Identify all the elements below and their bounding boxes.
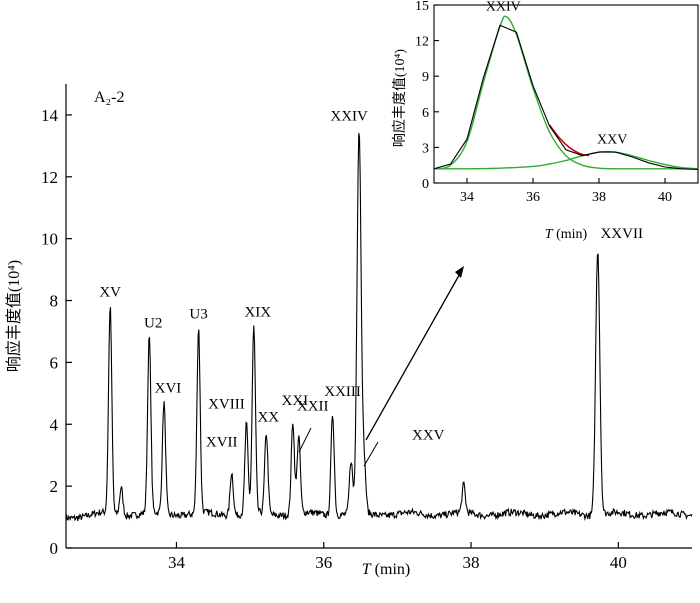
main-y-axis-label: 响应丰度值(10⁴): [4, 260, 23, 372]
main-x-axis-label: T (min): [362, 561, 410, 578]
peak-label: XXVII: [600, 226, 643, 242]
peak-label: XXI: [281, 393, 308, 409]
inset-y-tick-label: 12: [415, 35, 429, 50]
sample-label: A₂-2: [94, 89, 124, 106]
inset-x-axis-unit: (min): [553, 227, 588, 242]
peak-label: XXII: [297, 399, 329, 415]
inset-x-axis-var: T: [545, 227, 554, 242]
inset-x-tick-label: 38: [592, 190, 606, 205]
inset-fit-curve-xxiv: [433, 15, 698, 170]
peak-label: XIX: [244, 304, 271, 320]
inset-peak-label: XXV: [597, 132, 627, 147]
inset-peak-label: XXIV: [486, 0, 521, 14]
arrow-head-icon: [455, 266, 464, 278]
inset-pointer-arrow: [365, 269, 463, 441]
x-tick-label: 34: [168, 553, 186, 572]
main-x-axis-var: T: [362, 561, 372, 578]
main-chromatogram-line: [65, 133, 693, 522]
x-tick-label: 38: [463, 553, 480, 572]
peak-label: U2: [144, 316, 162, 332]
inset-measured-trace: [433, 24, 699, 170]
x-tick-label: 36: [315, 553, 332, 572]
xxii-pointer-line: [298, 427, 312, 453]
main-x-axis-unit: (min): [371, 561, 411, 578]
y-tick-label: 6: [50, 353, 59, 372]
peak-label: U3: [189, 306, 207, 322]
inset-x-tick-label: 36: [526, 190, 540, 205]
inset-y-tick-label: 15: [415, 0, 429, 14]
inset-y-tick-label: 0: [422, 177, 429, 192]
inset-plot-frame: [433, 4, 699, 184]
inset-red-trace: [548, 124, 590, 157]
y-tick-label: 8: [50, 292, 59, 311]
y-tick-label: 10: [41, 230, 58, 249]
xxv-pointer-line: [363, 441, 379, 467]
inset-y-tick-label: 9: [422, 70, 429, 85]
y-tick-label: 14: [41, 106, 59, 125]
peak-label: XVIII: [208, 396, 245, 412]
peak-label: XV: [99, 285, 121, 301]
inset-y-axis-label: 响应丰度值(10⁴): [391, 49, 408, 148]
y-tick-label: 12: [41, 168, 58, 187]
peak-label: XVII: [206, 435, 238, 451]
y-tick-label: 4: [50, 415, 59, 434]
inset-y-tick-label: 3: [422, 141, 429, 156]
y-tick-label: 2: [50, 477, 59, 496]
y-tick-label: 0: [50, 539, 59, 558]
peak-label: XX: [257, 410, 279, 426]
peak-label: XXIII: [324, 384, 361, 400]
x-tick-label: 40: [610, 553, 627, 572]
peak-label: XXIV: [330, 108, 368, 124]
inset-x-tick-label: 34: [460, 190, 474, 205]
peak-label: XXV: [412, 428, 445, 444]
inset-x-tick-label: 40: [658, 190, 672, 205]
inset-x-axis-label: T (min): [545, 227, 588, 242]
inset-y-tick-label: 6: [422, 106, 429, 121]
peak-label: XVI: [155, 381, 182, 397]
